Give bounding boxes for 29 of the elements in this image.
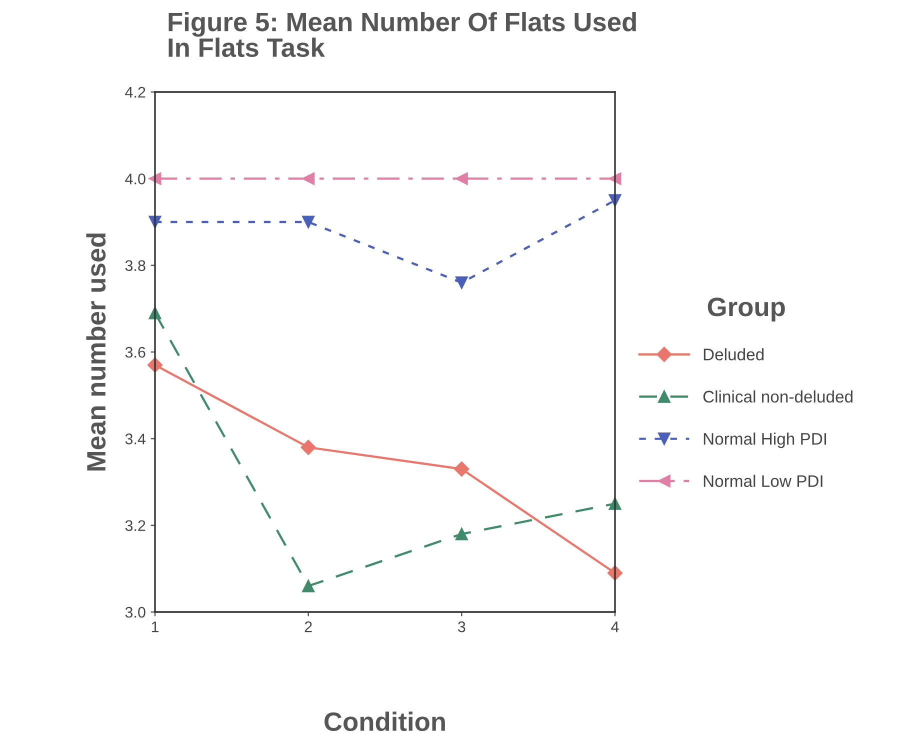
x-axis-title: Condition <box>324 712 445 732</box>
point <box>455 172 468 185</box>
y-tick-label: 3.0 <box>125 606 146 618</box>
point <box>302 216 315 228</box>
y-tick-label: 4.2 <box>125 86 146 98</box>
y-axis-title: Mean number used <box>86 233 106 470</box>
point <box>302 580 315 592</box>
point <box>148 172 162 185</box>
legend-label: Normal Low PDI <box>704 474 822 488</box>
y-tick-label: 4.0 <box>125 174 146 184</box>
x-tick-label: 2 <box>304 621 312 632</box>
x-tick-label: 4 <box>611 622 619 632</box>
point <box>300 440 316 455</box>
chart-title: Figure 5: Mean Number Of Flats Used In Flats Task <box>168 12 636 58</box>
y-tick-label: 3.2 <box>125 520 146 532</box>
point <box>454 461 470 477</box>
x-tick-label: 1 <box>152 622 159 632</box>
legend-label: Normal High PDI <box>704 432 826 448</box>
x-tick-label: 3 <box>458 621 466 632</box>
point <box>455 528 468 540</box>
y-tick-label: 3.6 <box>125 346 146 358</box>
legend-label: Clinical non-deluded <box>703 390 852 403</box>
y-tick-label: 3.8 <box>125 260 146 272</box>
point <box>608 172 622 185</box>
point <box>302 172 315 185</box>
point <box>455 276 468 289</box>
legend-title: Group <box>708 298 785 322</box>
legend-label: Deluded <box>704 348 764 360</box>
y-tick-label: 3.4 <box>125 434 146 444</box>
